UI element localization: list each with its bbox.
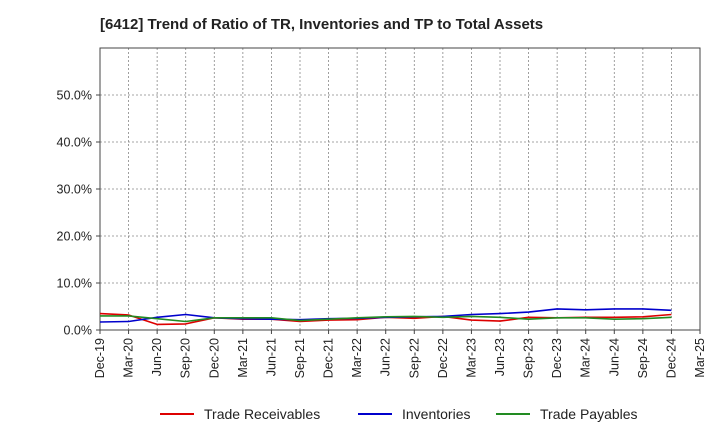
x-tick-label: Jun-20 [150,338,164,376]
grid-layer [99,48,701,331]
y-tick-label: 50.0% [57,89,92,103]
x-tick-label: Sep-21 [293,338,307,378]
x-tick-label: Mar-23 [464,338,478,378]
x-tick-label: Mar-24 [579,338,593,378]
x-tick-label: Jun-22 [379,338,393,376]
x-tick-label: Jun-23 [493,338,507,376]
x-tick-label: Dec-21 [322,338,336,378]
x-axis-ticks: Dec-19 Mar-20 Jun-20 Sep-20 Dec-20 Mar-21 Jun-… [93,330,707,378]
x-tick-label: Jun-24 [607,338,621,376]
x-tick-label: Mar-25 [693,338,707,378]
x-tick-label: Dec-22 [436,338,450,378]
x-tick-label: Sep-22 [407,338,421,378]
series-line-trade-payables [100,315,672,323]
x-tick-label: Dec-20 [207,338,221,378]
y-tick-label: 10.0% [57,277,92,291]
y-tick-label: 30.0% [57,183,92,197]
x-tick-label: Mar-20 [122,338,136,378]
x-tick-label: Sep-20 [179,338,193,378]
y-tick-label: 0.0% [64,324,93,338]
y-tick-label: 40.0% [57,136,92,150]
legend-label: Trade Receivables [204,406,320,422]
series-layer [99,308,672,326]
legend-label: Inventories [402,406,470,422]
legend-label: Trade Payables [540,406,638,422]
x-tick-label: Dec-23 [550,338,564,378]
x-tick-label: Sep-24 [636,338,650,378]
x-tick-label: Mar-21 [236,338,250,378]
legend: Trade Receivables Inventories Trade Payabl… [160,406,638,422]
x-tick-label: Sep-23 [522,338,536,378]
x-tick-label: Dec-19 [93,338,107,378]
y-axis-ticks: 0.0% 10.0% 20.0% 30.0% 40.0% 50.0% [57,89,100,338]
x-tick-label: Jun-21 [264,338,278,376]
x-tick-label: Dec-24 [664,338,678,378]
x-tick-label: Mar-22 [350,338,364,378]
chart-title: [6412] Trend of Ratio of TR, Inventories… [100,16,544,33]
y-tick-label: 20.0% [57,230,92,244]
